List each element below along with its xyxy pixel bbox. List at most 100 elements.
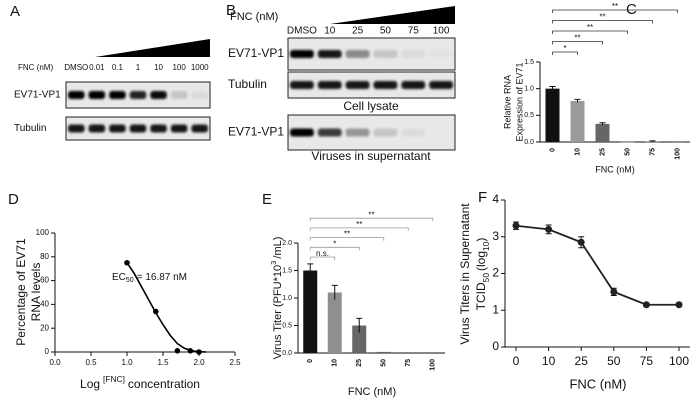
blot-caption: Cell lysate: [343, 99, 399, 113]
blot-band: [191, 124, 208, 133]
blot-band: [373, 50, 398, 58]
blot-band: [129, 91, 147, 99]
y-tick-label: 1.0: [524, 86, 534, 93]
blot-band: [317, 81, 342, 89]
bar: [352, 325, 367, 353]
x-axis-label-part: [FNC]: [103, 374, 125, 384]
blot-row-label: Tubulin: [14, 123, 46, 134]
y-tick-label: 4: [492, 192, 499, 206]
bar: [670, 141, 685, 143]
y-tick-label: 1.0: [282, 295, 292, 302]
annotation: EC50 = 16.87 nM: [112, 272, 187, 285]
y-tick-label: 0.0: [282, 350, 292, 357]
bar: [595, 123, 610, 142]
blot-band: [429, 81, 453, 89]
blot-band: [373, 128, 398, 137]
significance-bracket: [309, 227, 409, 231]
lane-label: DMSO: [287, 26, 317, 37]
series-line: [515, 224, 679, 306]
blot-band: [170, 124, 188, 133]
error-bar: [356, 317, 363, 333]
blot-row-label: Tubulin: [228, 77, 267, 91]
bar: [376, 351, 391, 353]
lane-label: 1: [136, 63, 141, 72]
x-tick-label: 50: [381, 359, 388, 367]
x-axis-label: FNC (nM): [348, 386, 396, 398]
x-tick-label: 0: [549, 148, 556, 152]
y-tick-label: 20: [40, 323, 49, 332]
x-tick-label: 50: [607, 354, 621, 368]
blot-axis-label: FNC (nM): [230, 11, 278, 23]
blot-band: [290, 50, 314, 58]
y-axis-label: RNA levels: [29, 263, 43, 322]
annotation-part: EC: [112, 272, 126, 283]
y-axis-label: Virus Titers in Supernatant: [458, 203, 472, 345]
x-axis-label-part: concentration: [128, 377, 200, 391]
panel-letter: C: [626, 1, 637, 18]
x-tick-label: 75: [405, 359, 412, 367]
error-bar: [307, 263, 314, 278]
blot-band: [109, 91, 126, 99]
blot-caption: Viruses in supernatant: [311, 149, 431, 163]
data-point: [545, 225, 553, 233]
y-axis-label: Percentage of EV71: [14, 238, 28, 346]
x-tick-label: 0: [513, 354, 520, 368]
significance-label: **: [599, 13, 605, 22]
dose-wedge: [95, 39, 210, 57]
x-tick-label: 100: [674, 148, 681, 160]
y-axis-label-part: Virus Titer (PFU*10: [272, 265, 284, 360]
significance-label: **: [587, 23, 593, 32]
significance-label: **: [574, 34, 580, 43]
significance-label: **: [368, 210, 374, 219]
bar: [545, 88, 560, 142]
blot-band: [317, 128, 342, 137]
x-tick-label: 25: [356, 359, 363, 367]
blot-band: [170, 91, 188, 99]
x-tick-label: 1.5: [157, 358, 169, 367]
x-tick-label: 100: [669, 354, 689, 368]
significance-bracket: [309, 246, 360, 251]
significance-label: **: [612, 2, 618, 11]
y-axis-label: TCID50 (log10): [474, 238, 491, 311]
lane-label: DMSO: [64, 63, 88, 72]
x-tick-label: 10: [574, 148, 581, 156]
blot-band: [317, 50, 342, 58]
significance-bracket: [552, 51, 578, 55]
y-tick-label: 2.0: [282, 240, 292, 247]
significance-bracket: [552, 41, 603, 45]
lane-label: 1000: [191, 63, 209, 72]
y-tick-label: 1.5: [524, 59, 534, 66]
lane-label: 75: [408, 26, 420, 37]
blot-band: [290, 81, 314, 89]
annotation-part: 50: [126, 277, 134, 284]
y-tick-label: 1.5: [282, 267, 292, 274]
blot-band: [68, 124, 85, 133]
y-axis-label: Relative RNA: [502, 75, 512, 129]
data-point: [512, 222, 520, 230]
blot-band: [290, 128, 314, 137]
x-tick-label: 25: [575, 354, 589, 368]
error-bar: [599, 122, 606, 125]
blot-band: [129, 124, 147, 133]
y-tick-label: 1: [492, 302, 499, 316]
y-tick-label: 2: [492, 266, 499, 280]
data-point: [124, 259, 130, 266]
x-tick-label: 0: [307, 359, 314, 363]
data-point: [610, 288, 618, 296]
y-tick-label: 0.0: [524, 139, 534, 146]
blot-band: [429, 50, 453, 58]
x-axis-label: FNC (nM): [595, 164, 635, 174]
panel-letter: D: [8, 191, 19, 208]
error-bar: [574, 98, 581, 103]
blot-band: [88, 124, 106, 133]
x-tick-label: 25: [599, 148, 606, 156]
blot-band: [345, 128, 370, 137]
y-axis-label-part: ): [474, 238, 488, 242]
x-tick-label: 2.0: [193, 358, 205, 367]
blot-band: [109, 124, 126, 133]
blot-row-label: EV71-VP1: [14, 90, 61, 101]
significance-bracket: [309, 237, 385, 241]
data-point: [153, 308, 159, 315]
blot-band: [88, 91, 106, 99]
